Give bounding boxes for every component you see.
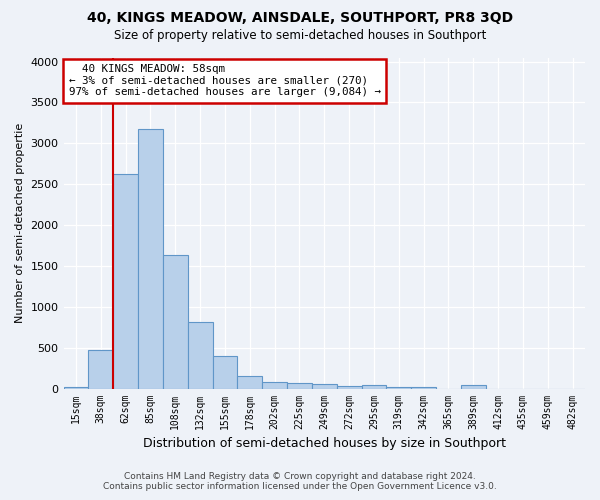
X-axis label: Distribution of semi-detached houses by size in Southport: Distribution of semi-detached houses by … <box>143 437 506 450</box>
Bar <box>238 376 262 388</box>
Text: Size of property relative to semi-detached houses in Southport: Size of property relative to semi-detach… <box>114 28 486 42</box>
Bar <box>113 174 138 388</box>
Y-axis label: Number of semi-detached propertie: Number of semi-detached propertie <box>15 123 25 323</box>
Text: Contains HM Land Registry data © Crown copyright and database right 2024.
Contai: Contains HM Land Registry data © Crown c… <box>103 472 497 491</box>
Bar <box>212 356 238 388</box>
Bar <box>461 385 485 388</box>
Bar <box>88 350 113 389</box>
Bar <box>64 386 88 388</box>
Bar <box>262 382 287 388</box>
Bar <box>287 383 312 388</box>
Bar <box>337 386 362 388</box>
Bar <box>386 387 411 388</box>
Text: 40 KINGS MEADOW: 58sqm
← 3% of semi-detached houses are smaller (270)
97% of sem: 40 KINGS MEADOW: 58sqm ← 3% of semi-deta… <box>69 64 381 98</box>
Bar <box>138 128 163 388</box>
Bar <box>362 385 386 388</box>
Text: 40, KINGS MEADOW, AINSDALE, SOUTHPORT, PR8 3QD: 40, KINGS MEADOW, AINSDALE, SOUTHPORT, P… <box>87 12 513 26</box>
Bar <box>163 256 188 388</box>
Bar <box>312 384 337 388</box>
Bar <box>188 322 212 388</box>
